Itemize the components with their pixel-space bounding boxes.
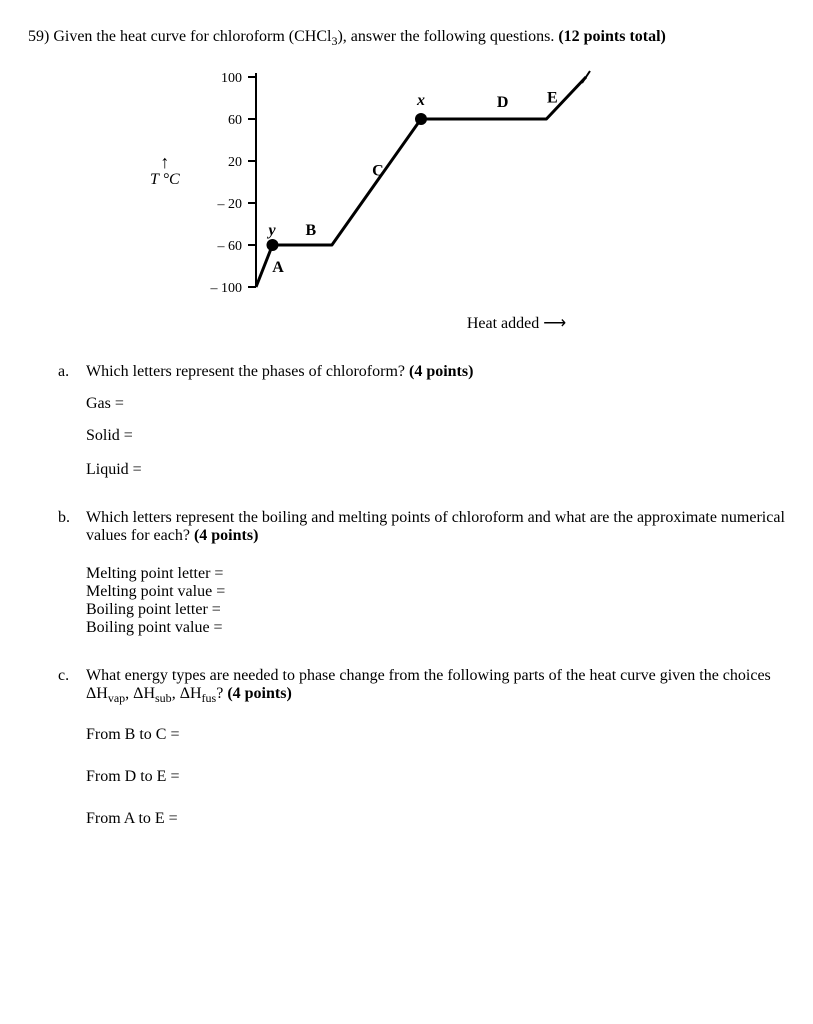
svg-text:– 20: – 20	[217, 197, 243, 212]
choice-fus: ΔHfus	[180, 685, 217, 702]
svg-text:B: B	[306, 222, 317, 239]
part-b-line-bp-value: Boiling point value =	[86, 619, 785, 637]
svg-text:y: y	[267, 222, 277, 239]
heat-curve-container: ↑ T °C 1006020– 20– 60– 100AyBCxDE Heat …	[178, 67, 785, 333]
part-c-lead: c. What energy types are needed to phase…	[58, 667, 785, 706]
part-b-line-mp-value: Melting point value =	[86, 583, 785, 601]
x-axis-label: Heat added ⟶	[248, 313, 785, 333]
part-b-letter: b.	[58, 509, 86, 545]
choice-vap: ΔHvap	[86, 685, 125, 702]
svg-text:C: C	[372, 163, 384, 180]
svg-text:x: x	[416, 92, 425, 109]
part-a-line-solid: Solid =	[86, 427, 785, 445]
question-header: 59) Given the heat curve for chloroform …	[28, 28, 785, 49]
heat-curve-chart: 100 60 20 – 20 – 60 – 100 Ay B Cx D E	[178, 67, 598, 307]
part-b: b. Which letters represent the boiling a…	[58, 509, 785, 637]
svg-text:D: D	[497, 94, 509, 111]
part-c: c. What energy types are needed to phase…	[58, 667, 785, 828]
svg-text:20: 20	[228, 155, 242, 170]
part-a-line-liquid: Liquid =	[86, 461, 785, 479]
svg-text:– 60: – 60	[217, 239, 243, 254]
question-number: 59)	[28, 28, 49, 45]
part-b-line-mp-letter: Melting point letter =	[86, 565, 785, 583]
choice-sub: ΔHsub	[133, 685, 172, 702]
svg-text:A: A	[272, 259, 284, 276]
up-arrow-icon: ↑	[150, 153, 180, 171]
question-text-after: ), answer the following questions.	[337, 28, 558, 45]
svg-text:– 100: – 100	[210, 281, 243, 296]
part-a-prompt: Which letters represent the phases of ch…	[86, 363, 473, 381]
part-a-line-gas: Gas =	[86, 395, 785, 413]
svg-text:E: E	[547, 90, 558, 107]
part-c-line-ae: From A to E =	[86, 810, 785, 828]
part-c-letter: c.	[58, 667, 86, 706]
y-axis-label: ↑ T °C	[150, 153, 180, 189]
part-a-letter: a.	[58, 363, 86, 381]
part-c-line-bc: From B to C =	[86, 726, 785, 744]
part-c-prompt: What energy types are needed to phase ch…	[86, 667, 785, 706]
part-a: a. Which letters represent the phases of…	[58, 363, 785, 479]
svg-text:60: 60	[228, 113, 242, 128]
svg-text:100: 100	[221, 71, 242, 86]
question-text-before: Given the heat curve for chloroform (CHC…	[53, 28, 331, 45]
part-c-line-de: From D to E =	[86, 768, 785, 786]
question-points: (12 points total)	[558, 28, 666, 45]
part-b-lead: b. Which letters represent the boiling a…	[58, 509, 785, 545]
part-b-prompt: Which letters represent the boiling and …	[86, 509, 785, 545]
part-b-line-bp-letter: Boiling point letter =	[86, 601, 785, 619]
x-axis-text: Heat added	[467, 315, 539, 332]
part-a-lead: a. Which letters represent the phases of…	[58, 363, 785, 381]
right-arrow-icon: ⟶	[543, 315, 566, 332]
